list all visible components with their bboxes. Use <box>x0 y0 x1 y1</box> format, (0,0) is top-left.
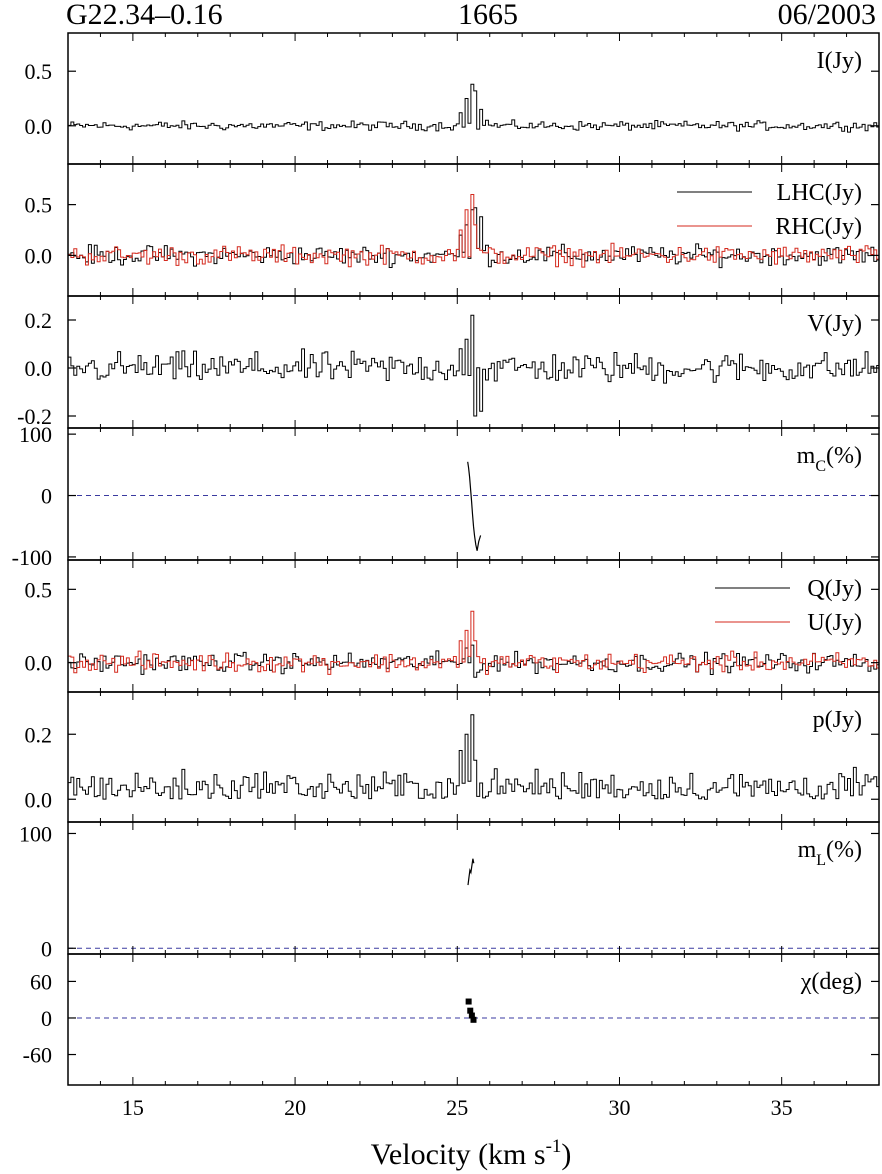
panel-I: 0.5 0.0 I(Jy) <box>25 32 880 165</box>
point-chi <box>465 998 472 1005</box>
series-RHC(Jy) <box>68 194 879 268</box>
header-right: 06/2003 <box>778 0 876 31</box>
xtick-label: 20 <box>284 1095 306 1120</box>
x-axis: 15 20 25 30 35 Velocity (km s-1) <box>122 1095 793 1171</box>
panel-frame <box>67 32 880 165</box>
panel-chi: 60 0 -60 χ(deg) <box>23 953 880 1086</box>
panel-p: 0.2 0.0 p(Jy) <box>25 691 880 823</box>
panel-ml-data <box>467 858 475 886</box>
series-p(Jy) <box>68 714 879 800</box>
panel-frame <box>67 163 880 297</box>
panel-frame <box>67 953 880 1086</box>
series-V(Jy) <box>68 314 879 417</box>
panel-label-chi: χ(deg) <box>800 969 862 995</box>
ytick-label: 0 <box>41 1006 52 1031</box>
ytick-label: -100 <box>12 545 52 570</box>
point-chi <box>467 1007 474 1014</box>
point-chi <box>470 1016 477 1023</box>
panel-LR-data <box>68 194 879 269</box>
ytick-label: 0.0 <box>25 651 53 676</box>
ytick-label: 0.2 <box>25 722 53 747</box>
ytick-label: 0.0 <box>25 356 53 381</box>
ytick-label: 0.5 <box>25 577 53 602</box>
panel-LR: 0.5 0.0 LHC(Jy) RHC(Jy) <box>25 163 880 297</box>
panel-V-data <box>68 314 879 417</box>
xtick-label: 15 <box>122 1095 144 1120</box>
panel-QU: 0.5 0.0 Q(Jy) U(Jy) <box>25 559 880 693</box>
ytick-label: 100 <box>19 821 52 846</box>
curve-ml <box>467 858 475 886</box>
ytick-label: -0.2 <box>17 404 52 429</box>
series-I(Jy) <box>68 83 879 133</box>
legend-label: U(Jy) <box>807 610 862 636</box>
ytick-label: 0 <box>41 484 52 509</box>
panel-ml: 100 0 mL(%) <box>19 821 880 961</box>
header-left: G22.34–0.16 <box>66 0 223 31</box>
panel-mc-data <box>467 461 482 551</box>
panel-label-mc: mC(%) <box>797 443 862 475</box>
plot-area: 0.5 0.0 I(Jy) 0.5 0.0 LHC(Jy) RHC(Jy) 0.2 0.0 -0.… <box>12 32 880 1086</box>
panel-p-data <box>68 714 879 800</box>
legend-label: RHC(Jy) <box>775 214 862 240</box>
ytick-label: -60 <box>23 1043 52 1068</box>
curve-mc <box>467 461 482 551</box>
panel-QU-data <box>68 610 879 678</box>
panel-label-p: p(Jy) <box>813 707 862 733</box>
panel-frame <box>67 427 880 561</box>
xtick-label: 25 <box>446 1095 468 1120</box>
ytick-label: 0.0 <box>25 787 53 812</box>
panel-label-V: V(Jy) <box>807 311 862 337</box>
panel-frame <box>67 821 880 955</box>
xtick-label: 30 <box>608 1095 630 1120</box>
panel-mc: 100 0 -100 mC(%) <box>12 422 880 570</box>
ytick-label: 60 <box>30 969 52 994</box>
header-center: 1665 <box>458 0 518 31</box>
ytick-label: 0.0 <box>25 114 53 139</box>
ytick-label: 0.2 <box>25 308 53 333</box>
panel-V: 0.2 0.0 -0.2 V(Jy) <box>17 295 880 429</box>
series-LHC(Jy) <box>68 207 879 269</box>
xtick-label: 35 <box>771 1095 793 1120</box>
legend-label: LHC(Jy) <box>777 180 862 206</box>
legend-label: Q(Jy) <box>807 576 862 602</box>
series-U(Jy) <box>68 610 879 675</box>
panel-I-data <box>68 83 879 133</box>
panel-label-ml: mL(%) <box>798 837 862 869</box>
ytick-label: 0 <box>41 936 52 961</box>
ytick-label: 0.0 <box>25 243 53 268</box>
ytick-label: 100 <box>19 422 52 447</box>
panel-chi-data <box>465 998 477 1023</box>
ytick-label: 0.5 <box>25 59 53 84</box>
ytick-label: 0.5 <box>25 193 53 218</box>
point-chi <box>468 1012 475 1019</box>
panel-label-I: I(Jy) <box>817 48 862 74</box>
x-axis-label: Velocity (km s-1) <box>371 1136 572 1171</box>
